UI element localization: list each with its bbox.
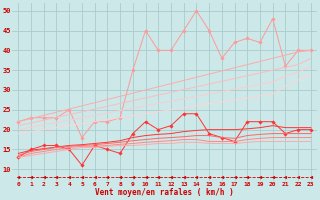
X-axis label: Vent moyen/en rafales ( km/h ): Vent moyen/en rafales ( km/h ) (95, 188, 234, 197)
